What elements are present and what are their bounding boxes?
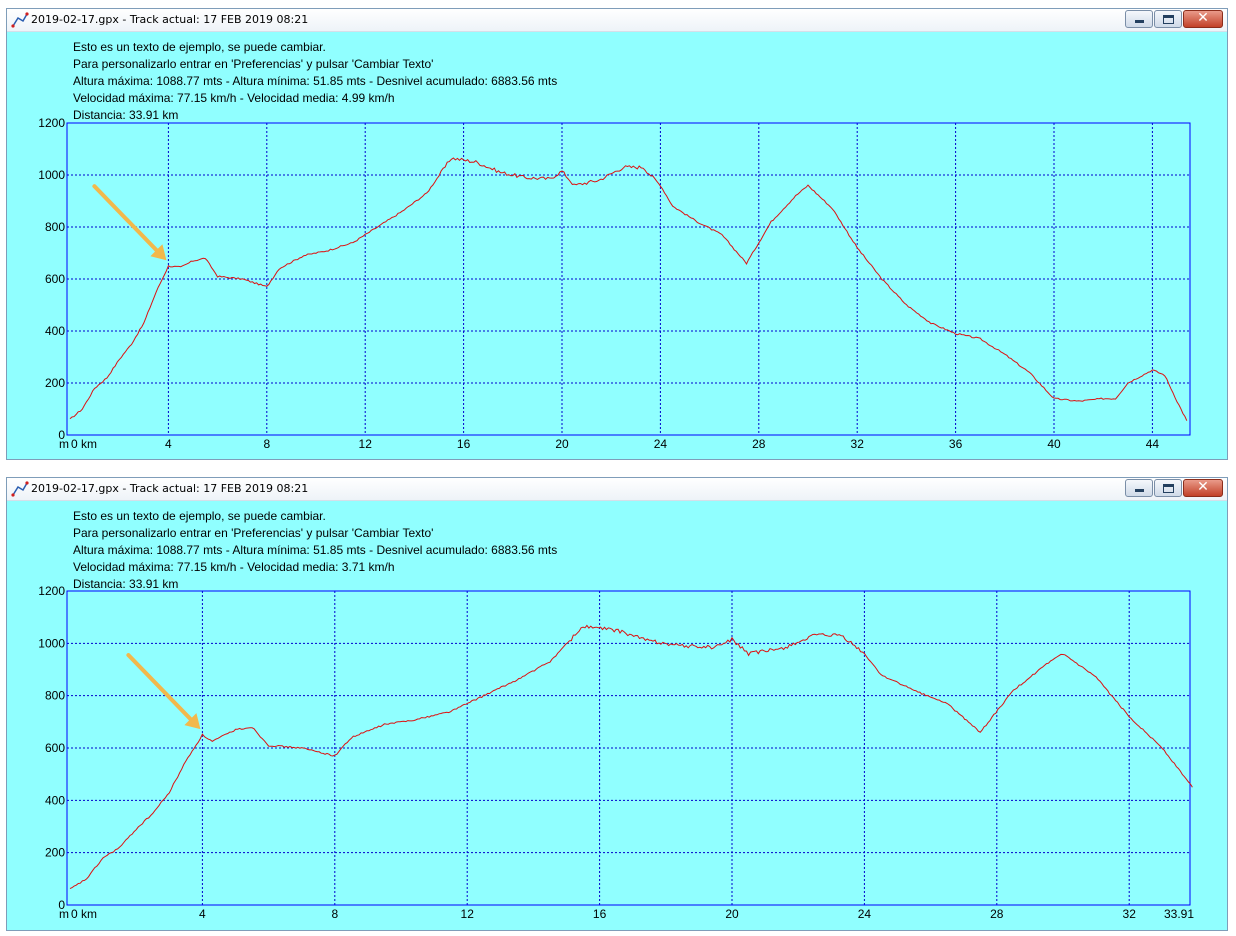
x-tick-label: 4 bbox=[165, 437, 172, 451]
title-bar[interactable]: 2019-02-17.gpx - Track actual: 17 FEB 20… bbox=[7, 478, 1227, 501]
info-line: Velocidad máxima: 77.15 km/h - Velocidad… bbox=[73, 560, 395, 574]
y-tick-label: 600 bbox=[45, 272, 65, 286]
maximize-icon bbox=[1163, 484, 1174, 493]
elevation-line bbox=[69, 624, 1193, 890]
minimize-button[interactable] bbox=[1125, 479, 1153, 497]
y-tick-label: 1000 bbox=[38, 168, 65, 182]
info-line: Altura máxima: 1088.77 mts - Altura míni… bbox=[73, 74, 558, 88]
x-tick-label: 16 bbox=[457, 437, 471, 451]
y-tick-label: 800 bbox=[45, 689, 65, 703]
y-tick-label: 400 bbox=[45, 324, 65, 338]
x-tick-label: 0 km bbox=[71, 437, 97, 451]
annotation-arrow-shaft bbox=[126, 653, 196, 725]
annotation-arrow-shaft bbox=[92, 184, 162, 256]
close-button[interactable]: ✕ bbox=[1183, 10, 1223, 28]
x-unit-label: m bbox=[59, 437, 69, 451]
elevation-chart: 0 200 400 600 800 1000 1200 m 0 km 4 8 12 16 20 24 28 32… bbox=[38, 116, 1191, 451]
info-line: Para personalizarlo entrar en 'Preferenc… bbox=[73, 526, 434, 540]
gpx-track-icon bbox=[11, 12, 29, 28]
x-unit-label: m bbox=[59, 907, 69, 921]
plot-frame bbox=[66, 590, 1191, 906]
maximize-button[interactable] bbox=[1154, 10, 1182, 28]
annotation-arrow-head bbox=[184, 713, 201, 730]
window-title: 2019-02-17.gpx - Track actual: 17 FEB 20… bbox=[31, 13, 309, 26]
y-tick-label: 0 bbox=[58, 428, 65, 442]
close-button[interactable]: ✕ bbox=[1183, 479, 1223, 497]
info-line: Distancia: 33.91 km bbox=[73, 108, 179, 122]
info-line: Altura máxima: 1088.77 mts - Altura míni… bbox=[73, 543, 558, 557]
x-tick-label: 32 bbox=[1123, 907, 1137, 921]
close-icon: ✕ bbox=[1197, 479, 1209, 495]
maximize-button[interactable] bbox=[1154, 479, 1182, 497]
x-tick-label: 12 bbox=[461, 907, 475, 921]
x-tick-label: 28 bbox=[990, 907, 1004, 921]
x-tick-label: 20 bbox=[725, 907, 739, 921]
elevation-line bbox=[69, 157, 1188, 421]
x-tick-label: 8 bbox=[331, 907, 338, 921]
x-tick-label: 28 bbox=[752, 437, 766, 451]
x-tick-label: 16 bbox=[593, 907, 607, 921]
close-icon: ✕ bbox=[1197, 10, 1209, 26]
x-tick-label: 4 bbox=[199, 907, 206, 921]
y-tick-label: 1200 bbox=[38, 584, 65, 598]
gpx-track-icon bbox=[11, 481, 29, 497]
annotation-arrow-head bbox=[150, 244, 167, 261]
x-tick-label: 24 bbox=[654, 437, 668, 451]
elevation-chart: 0 200 400 600 800 1000 1200 m 0 km 4 8 12 16 20 24 28 32… bbox=[38, 584, 1194, 921]
plot-frame bbox=[66, 122, 1191, 436]
info-text: Esto es un texto de ejemplo, se puede ca… bbox=[73, 508, 557, 593]
minimize-button[interactable] bbox=[1125, 10, 1153, 28]
info-text: Esto es un texto de ejemplo, se puede ca… bbox=[73, 39, 557, 124]
y-tick-label: 0 bbox=[58, 898, 65, 912]
y-tick-label: 1000 bbox=[38, 636, 65, 650]
chart-window-bottom: 2019-02-17.gpx - Track actual: 17 FEB 20… bbox=[6, 477, 1228, 931]
x-tick-label: 33.91 bbox=[1164, 907, 1194, 921]
info-line: Velocidad máxima: 77.15 km/h - Velocidad… bbox=[73, 91, 395, 105]
title-bar[interactable]: 2019-02-17.gpx - Track actual: 17 FEB 20… bbox=[7, 9, 1227, 32]
y-tick-label: 200 bbox=[45, 846, 65, 860]
y-tick-label: 1200 bbox=[38, 116, 65, 130]
x-tick-label: 44 bbox=[1146, 437, 1160, 451]
maximize-icon bbox=[1163, 15, 1174, 24]
window-title: 2019-02-17.gpx - Track actual: 17 FEB 20… bbox=[31, 482, 309, 495]
minimize-icon bbox=[1135, 489, 1144, 492]
x-tick-label: 0 km bbox=[71, 907, 97, 921]
x-tick-label: 12 bbox=[359, 437, 373, 451]
info-line: Para personalizarlo entrar en 'Preferenc… bbox=[73, 57, 434, 71]
y-tick-label: 800 bbox=[45, 220, 65, 234]
y-tick-label: 200 bbox=[45, 376, 65, 390]
x-tick-label: 24 bbox=[858, 907, 872, 921]
minimize-icon bbox=[1135, 20, 1144, 23]
y-tick-label: 600 bbox=[45, 741, 65, 755]
x-tick-label: 40 bbox=[1047, 437, 1061, 451]
x-tick-label: 36 bbox=[949, 437, 963, 451]
y-tick-label: 400 bbox=[45, 793, 65, 807]
info-line: Esto es un texto de ejemplo, se puede ca… bbox=[73, 40, 326, 54]
x-tick-label: 20 bbox=[555, 437, 569, 451]
x-tick-label: 32 bbox=[851, 437, 865, 451]
info-line: Distancia: 33.91 km bbox=[73, 577, 179, 591]
x-tick-label: 8 bbox=[263, 437, 270, 451]
chart-window-top: 2019-02-17.gpx - Track actual: 17 FEB 20… bbox=[6, 8, 1228, 460]
info-line: Esto es un texto de ejemplo, se puede ca… bbox=[73, 509, 326, 523]
